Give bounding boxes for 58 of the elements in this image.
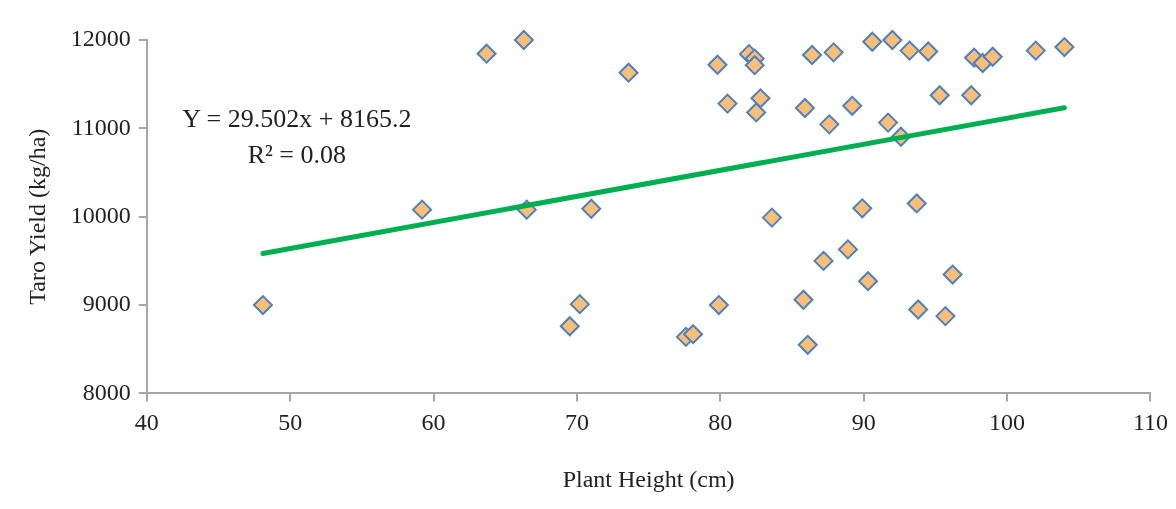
point xyxy=(882,30,903,50)
point xyxy=(906,193,927,214)
point xyxy=(618,62,639,83)
point xyxy=(857,271,878,292)
point xyxy=(935,306,956,327)
point xyxy=(476,43,497,64)
x-tick-label: 70 xyxy=(564,409,589,436)
point xyxy=(794,98,815,119)
point xyxy=(908,299,929,320)
x-tick-label: 40 xyxy=(134,409,159,436)
point xyxy=(559,316,580,337)
y-tick-label: 9000 xyxy=(82,290,131,317)
point xyxy=(1025,40,1046,61)
point xyxy=(878,112,899,133)
point xyxy=(837,239,858,260)
x-tick-label: 80 xyxy=(708,409,733,436)
point xyxy=(683,324,704,345)
point xyxy=(513,30,534,50)
point xyxy=(942,264,963,285)
y-tick-label: 12000 xyxy=(70,25,131,52)
annotation: R² = 0.08 xyxy=(247,139,346,169)
point xyxy=(412,199,433,220)
annotation: Y = 29.502x + 8165.2 xyxy=(182,103,412,133)
y-tick-label: 11000 xyxy=(71,113,131,140)
point xyxy=(823,42,844,63)
point xyxy=(569,294,590,315)
point xyxy=(761,207,782,228)
y-axis-title: Taro Yield (kg/ha) xyxy=(23,128,50,305)
point xyxy=(982,46,1003,67)
point xyxy=(797,334,818,355)
point xyxy=(862,31,883,52)
point xyxy=(581,198,602,219)
x-axis-title: Plant Height (cm) xyxy=(562,465,735,492)
point xyxy=(707,54,728,75)
point xyxy=(750,88,771,109)
point xyxy=(842,95,863,116)
point xyxy=(929,85,950,106)
point xyxy=(918,41,939,62)
point xyxy=(744,55,765,76)
point xyxy=(717,93,738,114)
x-tick-label: 50 xyxy=(278,409,303,436)
x-tick-label: 110 xyxy=(1132,409,1168,436)
x-tick-label: 90 xyxy=(851,409,876,436)
point xyxy=(899,40,920,61)
point xyxy=(961,85,982,106)
y-tick-label: 10000 xyxy=(70,202,131,228)
point xyxy=(252,295,273,316)
point xyxy=(793,289,814,310)
point xyxy=(819,114,840,135)
y-tick-label: 8000 xyxy=(82,378,131,405)
point xyxy=(1054,37,1075,58)
point xyxy=(852,198,873,219)
point xyxy=(708,295,729,316)
point xyxy=(813,250,834,271)
point xyxy=(746,102,767,123)
point xyxy=(802,45,823,66)
x-tick-label: 60 xyxy=(421,409,446,436)
x-tick-label: 100 xyxy=(989,409,1026,436)
